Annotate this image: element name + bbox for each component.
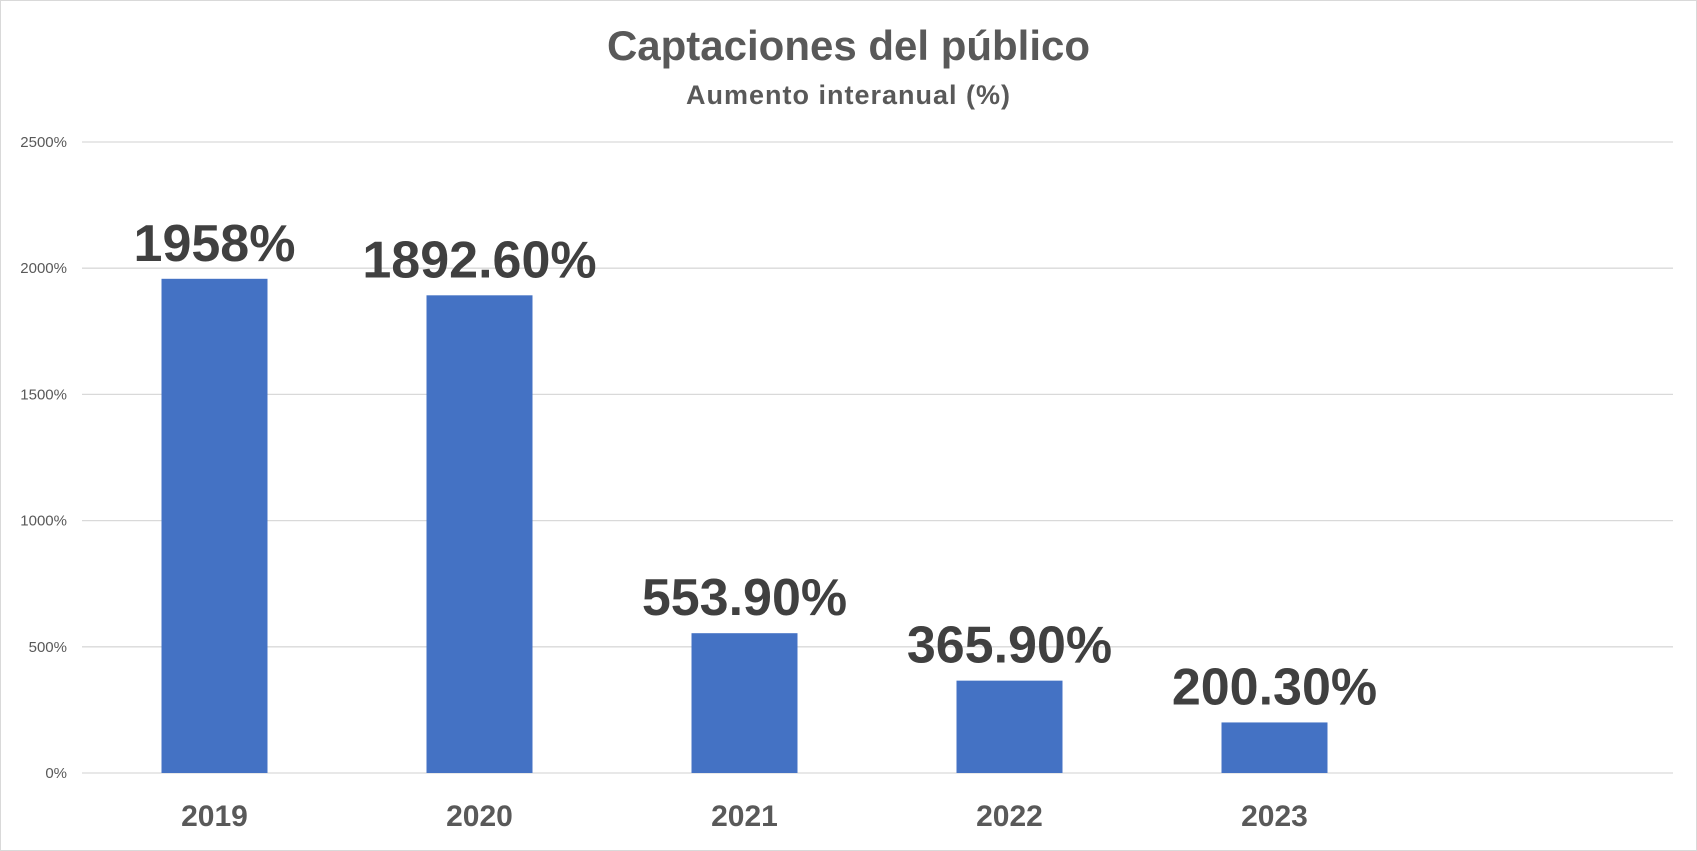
- bar: [956, 680, 1063, 773]
- data-label: 1892.60%: [362, 231, 596, 289]
- data-label: 200.30%: [1172, 658, 1377, 716]
- data-label: 1958%: [134, 215, 296, 273]
- bar: [691, 633, 798, 773]
- x-tick-label: 2019: [181, 800, 248, 833]
- bar: [161, 278, 268, 773]
- bar: [1221, 722, 1328, 773]
- data-label: 553.90%: [642, 569, 847, 627]
- y-tick-label: 2500%: [20, 134, 67, 151]
- x-tick-label: 2020: [446, 800, 513, 833]
- chart-title: Captaciones del público: [606, 22, 1091, 69]
- y-tick-label: 1500%: [20, 386, 67, 403]
- data-label: 365.90%: [907, 617, 1112, 675]
- y-tick-label: 0%: [45, 765, 67, 782]
- bar: [426, 295, 533, 773]
- y-tick-label: 1000%: [20, 513, 67, 530]
- y-tick-label: 500%: [29, 639, 67, 656]
- x-tick-label: 2023: [1241, 800, 1308, 833]
- x-tick-label: 2022: [976, 800, 1043, 833]
- x-tick-label: 2021: [711, 800, 778, 833]
- chart-subtitle: Aumento interanual (%): [685, 80, 1011, 110]
- y-tick-label: 2000%: [20, 260, 67, 277]
